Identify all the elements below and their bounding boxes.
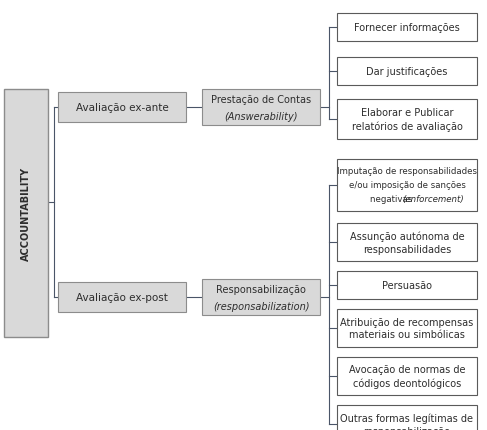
Text: Dar justificações: Dar justificações [366, 67, 448, 77]
Bar [337, 160, 477, 212]
Text: Fornecer informações: Fornecer informações [354, 23, 460, 33]
Text: ACCOUNTABILITY: ACCOUNTABILITY [21, 166, 31, 261]
Text: (enforcement): (enforcement) [402, 195, 464, 204]
Bar [337, 309, 477, 347]
Text: (Answerability): (Answerability) [224, 112, 298, 122]
Bar [58, 93, 186, 123]
Bar [337, 224, 477, 261]
Bar [4, 90, 48, 337]
Text: Responsabilização: Responsabilização [216, 284, 306, 294]
Text: Atribuição de recompensas
materiais ou simbólicas: Atribuição de recompensas materiais ou s… [340, 317, 474, 340]
Text: Prestação de Contas: Prestação de Contas [211, 95, 311, 105]
Text: e/ou imposição de sanções: e/ou imposição de sanções [349, 181, 466, 190]
Bar [337, 271, 477, 299]
Bar [337, 357, 477, 395]
Bar [202, 90, 320, 126]
Text: Persuasão: Persuasão [382, 280, 432, 290]
Bar [337, 14, 477, 42]
Bar [337, 405, 477, 430]
Text: Assunção autónoma de
responsabilidades: Assunção autónoma de responsabilidades [350, 231, 464, 254]
Text: Imputação de responsabilidades: Imputação de responsabilidades [337, 167, 477, 176]
Text: (responsabilization): (responsabilization) [213, 301, 309, 311]
Text: Outras formas legítimas de
responsabilização: Outras formas legítimas de responsabiliz… [340, 412, 473, 430]
Bar [58, 283, 186, 312]
Text: Avaliação ex-ante: Avaliação ex-ante [75, 103, 169, 113]
Text: Avaliação ex-post: Avaliação ex-post [76, 292, 168, 302]
Bar [337, 58, 477, 86]
Bar [202, 280, 320, 315]
Text: Elaborar e Publicar
relatórios de avaliação: Elaborar e Publicar relatórios de avalia… [352, 108, 463, 132]
Text: negativas: negativas [371, 195, 415, 204]
Text: Avocação de normas de
códigos deontológicos: Avocação de normas de códigos deontológi… [349, 364, 465, 388]
Bar [337, 100, 477, 140]
